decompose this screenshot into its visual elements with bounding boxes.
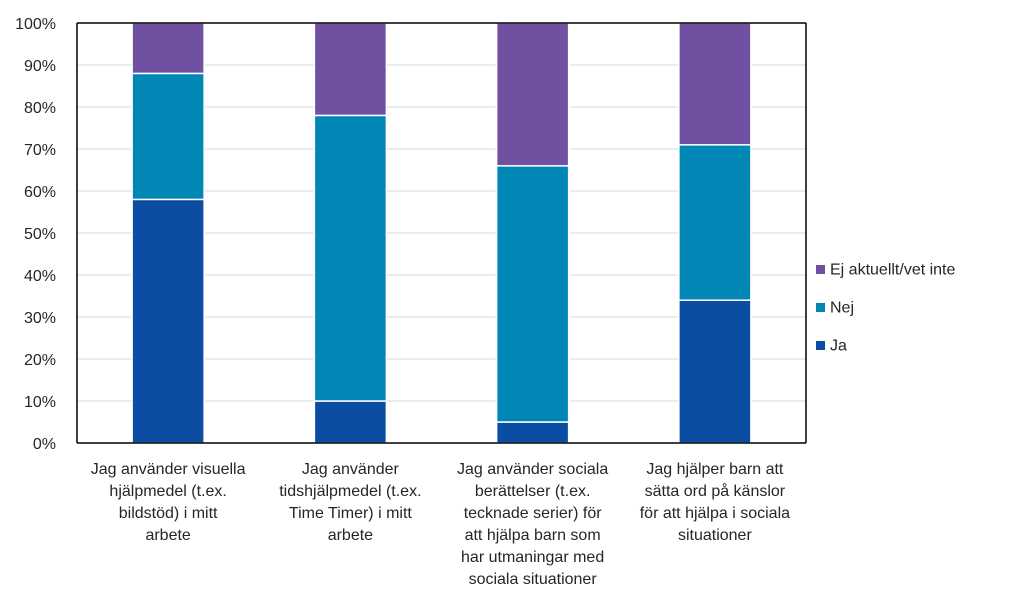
axes [76, 22, 807, 444]
bar-segment [313, 114, 388, 402]
category-label-line: situationer [678, 527, 752, 544]
bar-segment [313, 400, 388, 444]
bar-segment [131, 198, 205, 444]
category-labels: Jag använder visuella hjälpmedel (t.ex. bi… [91, 461, 790, 588]
legend-swatch [816, 303, 825, 312]
y-tick-label: 60% [24, 184, 56, 201]
y-tick-labels: 0% 10% 20% 30% 40% 50% 60% 70% 80% 90% 100% [15, 16, 56, 453]
category-label-line: Jag använder sociala [457, 461, 608, 478]
bar-segment [495, 421, 570, 444]
category-label-line: sätta ord på känslor [645, 482, 786, 500]
legend-swatch [816, 341, 825, 350]
category-label-line: Jag använder [302, 461, 400, 478]
category-label-line: Time Timer) i mitt [289, 505, 413, 522]
y-tick-label: 70% [24, 142, 56, 159]
category-label-line: tecknade serier) för [464, 505, 603, 522]
bar-segment [678, 299, 752, 444]
category-label-line: att hjälpa barn som [465, 527, 601, 544]
category-label-line: har utmaningar med [461, 549, 604, 566]
category-label-line: arbete [328, 527, 373, 544]
y-tick-label: 40% [24, 268, 56, 285]
category-label: Jag använder visuella hjälpmedel (t.ex. bi… [91, 461, 246, 544]
category-label-line: arbete [145, 527, 190, 544]
category-label-line: tidshjälpmedel (t.ex. [279, 483, 421, 500]
category-label-line: bildstöd) i mitt [119, 505, 218, 522]
category-label: Jag hjälper barn att sätta ord på känslor… [640, 461, 790, 544]
category-label-line: hjälpmedel (t.ex. [109, 483, 226, 500]
y-tick-label: 90% [24, 58, 56, 75]
bar-segment [131, 72, 205, 201]
y-tick-label: 0% [33, 436, 56, 453]
category-label-line: för att hjälpa i sociala [640, 505, 790, 522]
category-label-line: sociala situationer [469, 571, 598, 588]
y-tick-label: 30% [24, 310, 56, 327]
y-tick-label: 20% [24, 352, 56, 369]
y-tick-label: 10% [24, 394, 56, 411]
bar-segment [313, 22, 388, 117]
bar-segment [678, 144, 752, 301]
y-tick-label: 80% [24, 100, 56, 117]
legend: Ej aktuellt/vet inte Nej Ja [816, 262, 956, 355]
bar-segment [495, 165, 570, 423]
bar-segment [495, 22, 570, 167]
y-tick-label: 100% [15, 16, 56, 33]
bar-segment [678, 22, 752, 146]
category-label-line: Jag hjälper barn att [646, 461, 784, 478]
category-label-line: berättelser (t.ex. [475, 483, 591, 500]
legend-swatch [816, 265, 825, 274]
category-label: Jag använder sociala berättelser (t.ex. te… [457, 461, 608, 588]
legend-label: Ja [830, 338, 847, 355]
bar-segment [131, 22, 205, 75]
y-tick-label: 50% [24, 226, 56, 243]
legend-label: Ej aktuellt/vet inte [830, 262, 956, 279]
category-label-line: Jag använder visuella [91, 461, 246, 478]
bars [131, 22, 752, 444]
category-label: Jag använder tidshjälpmedel (t.ex. Time Ti… [279, 461, 421, 544]
legend-label: Nej [830, 300, 854, 317]
